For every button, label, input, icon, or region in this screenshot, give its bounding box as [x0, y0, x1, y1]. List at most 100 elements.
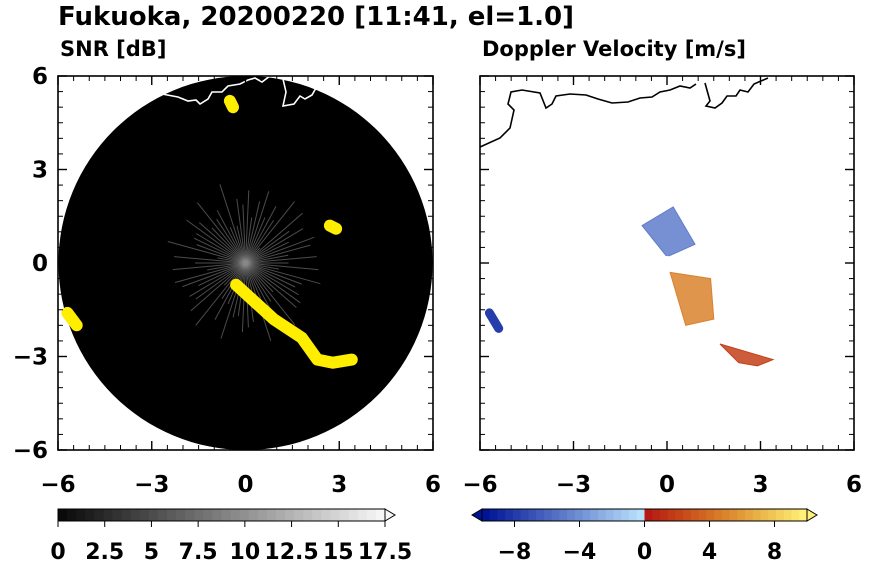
colorbar-tick-label: −4 [563, 540, 597, 565]
clutter-ray [245, 220, 275, 264]
clutter-ray [245, 201, 295, 264]
colorbar-segment [312, 509, 322, 521]
colorbar-segment [489, 509, 498, 521]
snr-panel-title: SNR [dB] [60, 37, 166, 61]
clutter-ray [214, 262, 246, 320]
y-tick-label: −6 [13, 438, 48, 464]
colorbar-segment [185, 509, 195, 521]
snr-echo-layer [61, 94, 358, 369]
colorbar-frame [57, 508, 386, 522]
colorbar-segment [520, 509, 529, 521]
clutter-ray [189, 262, 246, 297]
clutter-ray [245, 262, 302, 285]
clutter-ray [242, 204, 246, 264]
colorbar-segment [644, 509, 653, 521]
colorbar-segment [737, 509, 746, 521]
clutter-ray [193, 237, 246, 264]
clutter-ray [245, 201, 261, 264]
colorbar-segment [752, 509, 762, 521]
clutter-ray [245, 217, 266, 264]
clutter-ray [236, 198, 246, 264]
x-tick-label: 3 [331, 472, 347, 498]
clutter-ray [220, 262, 246, 339]
colorbar-segment [330, 509, 341, 521]
colorbar-segment [590, 509, 599, 521]
colorbar-tick-label: 0 [637, 540, 652, 565]
colorbar-segment [76, 509, 86, 521]
clutter-ray [245, 241, 289, 264]
clutter-ray [174, 262, 246, 283]
clutter-ray [245, 191, 270, 264]
clutter-ray [195, 262, 246, 300]
velocity-coastline [480, 77, 769, 148]
velocity-echo-sw-band [719, 343, 775, 367]
clutter-ray [245, 262, 279, 270]
x-tick-label: 6 [846, 472, 862, 498]
velocity-center-gap [660, 256, 674, 270]
clutter-ray [245, 212, 303, 264]
colorbar-segment [675, 509, 684, 521]
colorbar-segment [690, 509, 700, 521]
clutter-ray [182, 262, 246, 288]
y-tick-label: 0 [32, 251, 48, 277]
clutter-ray [172, 262, 246, 271]
clutter-ray [167, 241, 246, 264]
clutter-ray [245, 262, 262, 299]
figure-title: Fukuoka, 20200220 [11:41, el=1.0] [58, 2, 574, 32]
clutter-ray [245, 230, 290, 264]
clutter-ray [245, 262, 301, 304]
colorbar-segment [513, 509, 522, 521]
colorbar-segment [321, 509, 332, 521]
colorbar-extend-high [806, 508, 818, 522]
clutter-ray [245, 262, 296, 326]
colorbar-segment [230, 509, 241, 521]
colorbar-tick-label: 2.5 [85, 540, 124, 565]
colorbar-segment [629, 509, 638, 521]
x-tick-label: 0 [237, 472, 253, 498]
snr-coastline [161, 76, 329, 108]
clutter-ray [245, 262, 297, 308]
clutter-ray [236, 225, 246, 264]
clutter-ray [245, 236, 315, 264]
clutter-ray [245, 262, 299, 296]
colorbar-extend-high [384, 508, 396, 522]
colorbar-segment [176, 509, 186, 521]
snr-colorbar: 0 2.5 5 7.5 10 12.5 15 17.5 [50, 508, 412, 565]
clutter-ray [245, 217, 253, 264]
colorbar-segment [683, 509, 692, 521]
colorbar-tick-label: 0 [50, 540, 65, 565]
colorbar-tick-label: 17.5 [358, 540, 412, 565]
colorbar-segment [366, 509, 377, 521]
clutter-ray [245, 262, 296, 288]
colorbar-segment [303, 509, 313, 521]
colorbar-segment [348, 509, 359, 521]
colorbar-segment [667, 509, 676, 521]
velocity-echo-approaching-ne [641, 206, 696, 258]
snr-plot-area: −6 −3 0 3 6 6 3 0 −3 −6 [13, 64, 441, 498]
colorbar-segment [94, 509, 104, 521]
clutter-ray [190, 262, 246, 312]
colorbar-segment [294, 509, 304, 521]
colorbar-segment [285, 509, 295, 521]
colorbar-segment [130, 509, 141, 521]
snr-echo-ne-cluster [323, 219, 343, 235]
velocity-echo-layer [484, 206, 775, 367]
x-tick-label: −6 [462, 472, 497, 498]
colorbar-segment [613, 509, 622, 521]
clutter-ray [211, 227, 246, 264]
clutter-ray [198, 222, 246, 264]
clutter-ray [245, 244, 311, 264]
snr-axis-ticks: −6 −3 0 3 6 6 3 0 −3 −6 [13, 64, 441, 498]
colorbar-segment [582, 509, 591, 521]
x-tick-label: 6 [425, 472, 441, 498]
clutter-ray [219, 184, 246, 264]
clutter-ray [198, 262, 246, 287]
x-tick-label: 3 [752, 472, 768, 498]
clutter-ray [195, 233, 246, 264]
colorbar-segment [203, 509, 213, 521]
colorbar-segment [357, 509, 368, 521]
colorbar-segment [85, 509, 95, 521]
clutter-ray [216, 210, 246, 264]
colorbar-segment [58, 509, 68, 521]
colorbar-tick-label: 8 [767, 540, 782, 565]
